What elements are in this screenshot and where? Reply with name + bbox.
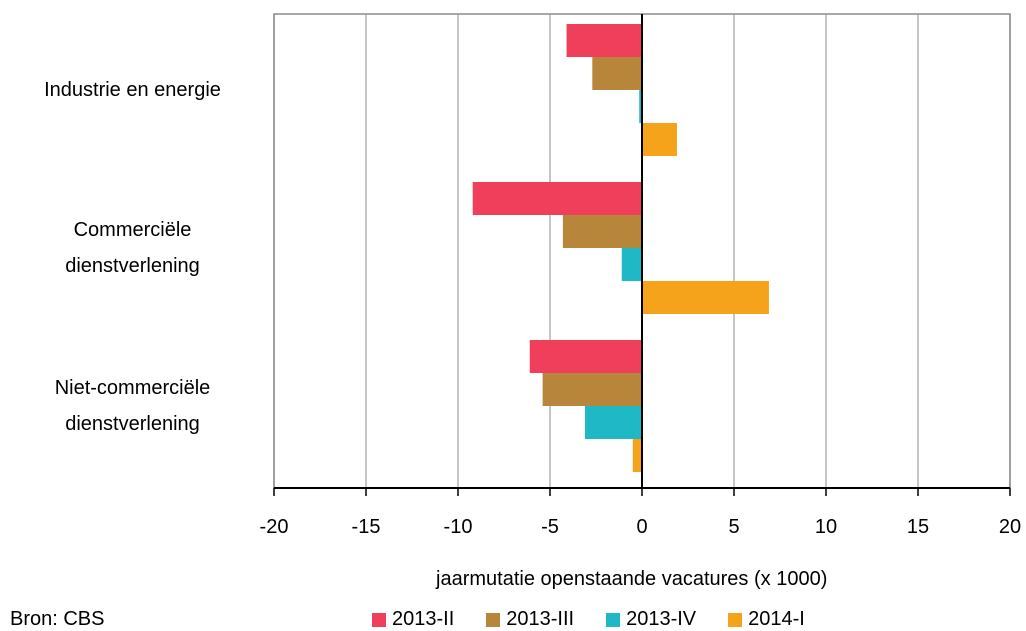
bar-2013-IV-2 xyxy=(584,406,642,439)
bar-2013-II-0 xyxy=(566,24,642,57)
legend-item: 2013-III xyxy=(486,608,574,631)
x-tick-label: 0 xyxy=(636,516,647,538)
x-tick-label: 15 xyxy=(907,516,929,538)
bar-2013-III-1 xyxy=(562,215,642,248)
bar-2014-I-2 xyxy=(632,439,642,472)
legend-item: 2014-I xyxy=(728,608,805,631)
x-tick-label: 5 xyxy=(728,516,739,538)
bar-2013-III-2 xyxy=(542,373,642,406)
source-note: Bron: CBS xyxy=(10,608,105,630)
bar-2013-II-2 xyxy=(529,340,642,373)
category-label: Commerciële dienstverlening xyxy=(65,219,200,277)
legend-swatch xyxy=(606,612,621,627)
legend-label: 2013-IV xyxy=(626,608,697,630)
x-tick-label: 10 xyxy=(815,516,837,538)
legend-label: 2013-III xyxy=(506,608,575,630)
bar-2014-I-0 xyxy=(642,123,677,156)
legend-swatch xyxy=(372,612,386,627)
bar-2013-II-1 xyxy=(472,182,642,215)
legend-label: 2013-II xyxy=(392,608,455,630)
x-tick-label: -10 xyxy=(444,516,473,538)
x-tick-label: -15 xyxy=(352,516,381,538)
category-label: Niet-commerciële dienstverlening xyxy=(54,377,211,435)
bar-2014-I-1 xyxy=(642,281,769,314)
legend-label: 2014-I xyxy=(748,608,805,630)
x-tick-label: 20 xyxy=(999,516,1021,538)
legend-item: 2013-IV xyxy=(606,608,696,631)
legend-swatch xyxy=(486,612,501,627)
x-tick-label: -20 xyxy=(260,516,289,538)
x-axis-label: jaarmutatie openstaande vacatures (x 100… xyxy=(436,568,828,590)
x-tick-label: -5 xyxy=(541,516,559,538)
legend-item: 2013-II xyxy=(372,608,454,631)
legend-swatch xyxy=(728,612,743,627)
bar-2013-IV-0 xyxy=(639,90,642,123)
legend: 2013-II 2013-III 2013-IV 2014-I xyxy=(372,608,837,631)
bar-2013-III-0 xyxy=(592,57,642,90)
category-label: Industrie en energie xyxy=(44,79,221,101)
bar-2013-IV-1 xyxy=(621,248,642,281)
